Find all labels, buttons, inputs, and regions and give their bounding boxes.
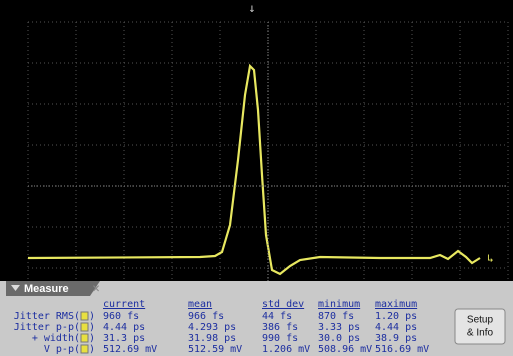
cell: 508.96 mV (318, 344, 372, 355)
cell: 990 fs (262, 333, 298, 344)
row-label-close: ) (89, 344, 95, 355)
cell: 1.206 mV (262, 344, 310, 355)
row-label-close: ) (89, 322, 95, 333)
channel-marker: ↳ (487, 252, 494, 265)
row-label-close: ) (89, 311, 95, 322)
button-label: Setup (467, 315, 494, 326)
cell: 870 fs (318, 311, 354, 322)
cell: 960 fs (103, 311, 139, 322)
cell: 512.69 mV (103, 344, 157, 355)
column-header: current (103, 299, 145, 310)
cell: 4.44 ps (103, 322, 145, 333)
row-label: Jitter RMS( (14, 311, 80, 322)
column-header: mean (188, 299, 212, 310)
row-label-close: ) (89, 333, 95, 344)
cell: 386 fs (262, 322, 298, 333)
cell: 4.293 ps (188, 322, 236, 333)
cell: 30.0 ps (318, 333, 360, 344)
row-label: + width( (32, 333, 80, 344)
cell: 31.98 ps (188, 333, 236, 344)
close-icon[interactable]: × (92, 282, 100, 297)
column-header: minimum (318, 299, 360, 310)
cell: 31.3 ps (103, 333, 145, 344)
cell: 44 fs (262, 311, 292, 322)
column-header: maximum (375, 299, 417, 310)
cell: 38.9 ps (375, 333, 417, 344)
channel-icon (81, 345, 88, 353)
row-label: V p-p( (44, 344, 80, 355)
cell: 512.59 mV (188, 344, 242, 355)
channel-icon (81, 312, 88, 320)
cell: 966 fs (188, 311, 224, 322)
channel-icon (81, 323, 88, 331)
cell: 516.69 mV (375, 344, 429, 355)
cell: 1.20 ps (375, 311, 417, 322)
trigger-marker: ↓ (248, 1, 255, 15)
cell: 3.33 ps (318, 322, 360, 333)
cell: 4.44 ps (375, 322, 417, 333)
column-header: std dev (262, 299, 304, 310)
row-label: Jitter p-p( (14, 322, 80, 333)
scope-screen: ↓ ↳ Measure × Setup & Info current mean std de… (0, 0, 513, 356)
channel-icon (81, 334, 88, 342)
button-label: & Info (467, 328, 494, 339)
panel-title: Measure (24, 283, 69, 295)
